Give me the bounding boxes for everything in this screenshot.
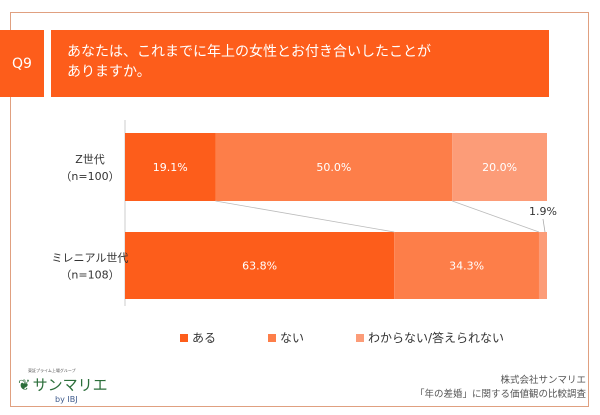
data-label: 1.9% [529, 205, 557, 218]
question-line-1: あなたは、これまでに年上の女性とお付き合いしたことが [67, 44, 431, 60]
data-label: 19.1% [153, 161, 188, 174]
data-label: 20.0% [482, 161, 517, 174]
logo-by: by IBJ [55, 395, 78, 404]
bar-segment [538, 232, 547, 299]
logo-tagline: 東証プライム上場グループ [28, 368, 76, 373]
bar-segment [125, 133, 216, 201]
data-label: 50.0% [316, 161, 351, 174]
legend-item-nai: ない [268, 329, 304, 346]
sunmarie-logo: 東証プライム上場グループ ❦ サンマリエ by IBJ [18, 368, 108, 404]
question-number: Q9 [0, 30, 44, 97]
footer-survey: 「年の差婚」に関する価値観の比較調査 [414, 389, 586, 400]
category-label: Z世代 [75, 153, 105, 166]
footer: 株式会社サンマリエ 「年の差婚」に関する価値観の比較調査 [415, 374, 586, 402]
category-label: （n=100） [60, 170, 119, 183]
question-line-2: ありますか。 [67, 64, 151, 80]
legend-item-unknown: わからない/答えられない [356, 329, 504, 346]
data-label: 34.3% [449, 260, 484, 273]
question-title: あなたは、これまでに年上の女性とお付き合いしたことが ありますか。 [51, 30, 549, 97]
series-connector-line [452, 200, 540, 233]
leader-line [542, 218, 546, 233]
slide-frame [10, 12, 589, 407]
bar-segment [452, 133, 547, 201]
series-connector-line [215, 200, 395, 233]
bar-segment [215, 133, 453, 201]
legend-swatch [268, 333, 276, 342]
legend-swatch [180, 333, 188, 342]
legend-item-aru: ある [180, 329, 216, 346]
bar-segment [125, 232, 395, 299]
category-label: （n=108） [60, 269, 119, 282]
legend-swatch [356, 333, 364, 342]
legend-label: わからない/答えられない [368, 331, 505, 345]
category-label: ミレニアル世代 [52, 252, 129, 265]
leaf-icon: ❦ [18, 375, 31, 394]
data-label: 63.8% [242, 260, 277, 273]
legend-label: ある [192, 331, 217, 345]
footer-company: 株式会社サンマリエ [500, 375, 586, 386]
logo-name: サンマリエ [32, 376, 108, 394]
bar-segment [394, 232, 539, 299]
legend-label: ない [280, 331, 305, 345]
